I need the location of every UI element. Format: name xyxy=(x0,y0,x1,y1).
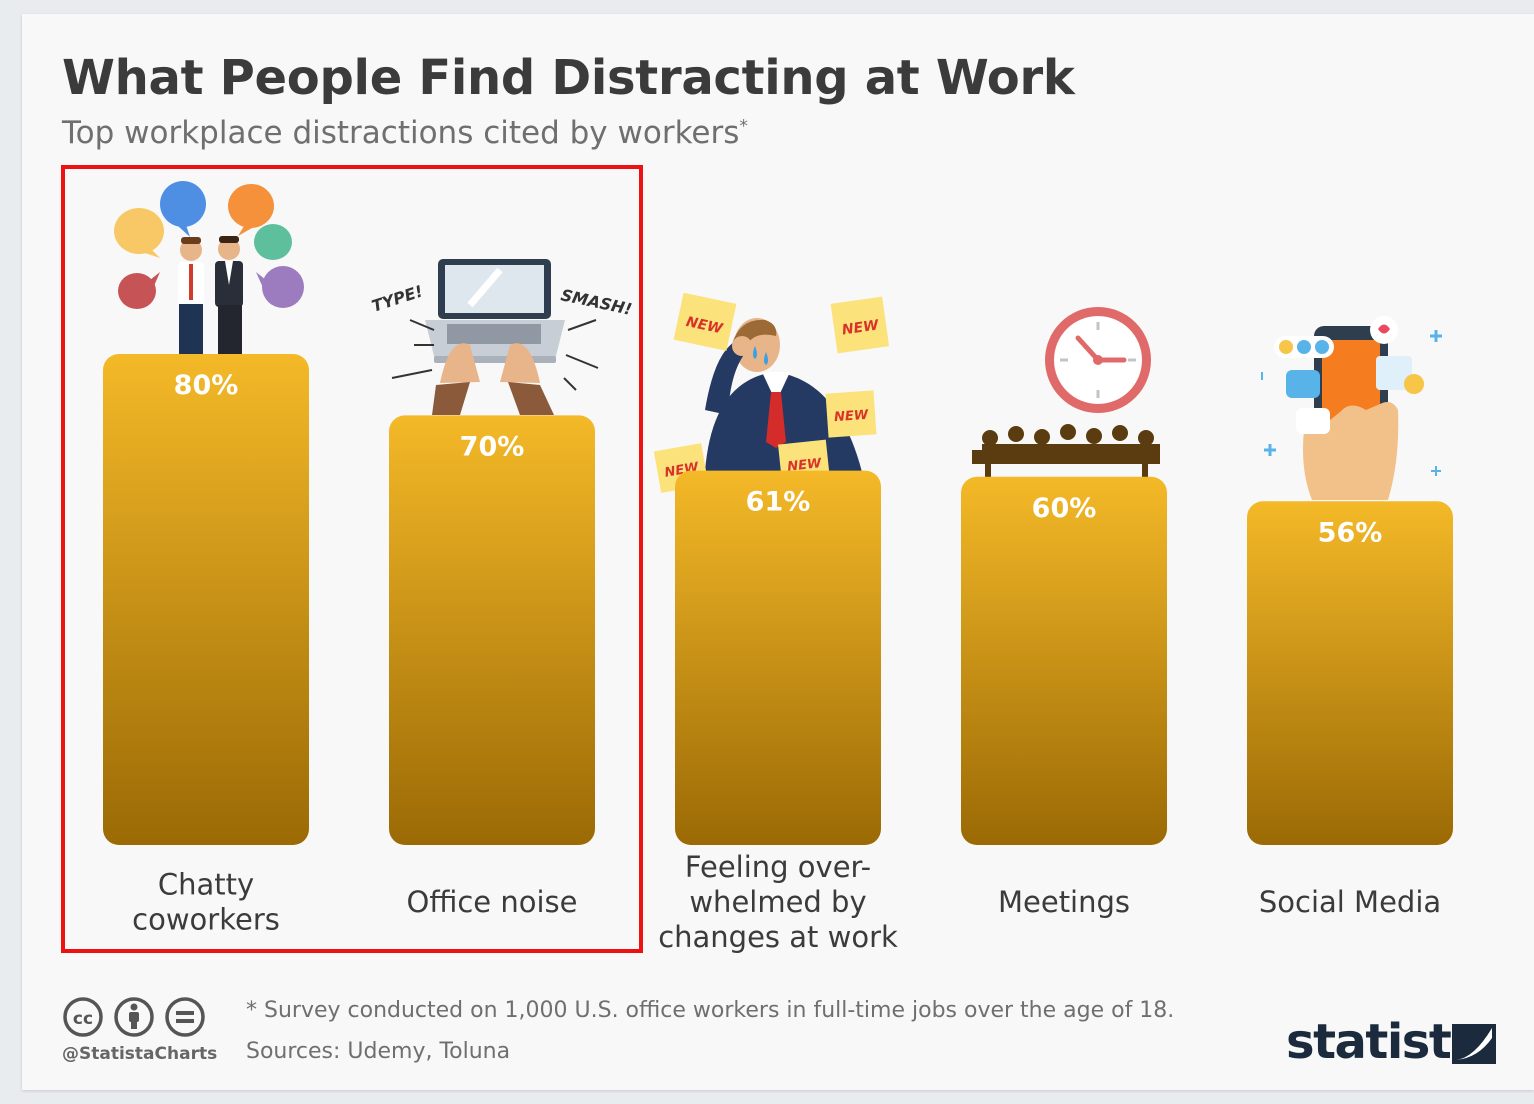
category-label: Office noise xyxy=(407,885,578,919)
subtitle-asterisk: * xyxy=(739,116,748,137)
sticky-note-text: NEW xyxy=(834,408,870,425)
highlight-box xyxy=(61,165,643,953)
category-label: Feeling over-whelmed by changes at work xyxy=(658,850,898,954)
survey-footnote: * Survey conducted on 1,000 U.S. office … xyxy=(246,998,1175,1023)
attribution-icon xyxy=(114,997,154,1037)
stressed-worker-icon: NEW NEW NEW NEW NEW xyxy=(653,292,890,493)
smartphone-icon xyxy=(1261,316,1442,500)
bar-5 xyxy=(1247,501,1453,845)
value-label: 61% xyxy=(746,487,811,518)
bar-1 xyxy=(103,354,309,845)
chart-subtitle: Top workplace distractions cited by work… xyxy=(62,115,748,151)
sources-text: Sources: Udemy, Toluna xyxy=(246,1039,511,1064)
value-label: 80% xyxy=(174,370,239,401)
value-label: 60% xyxy=(1032,493,1097,524)
chart-title: What People Find Distracting at Work xyxy=(62,50,1075,106)
sticky-note: NEW xyxy=(673,292,737,351)
value-label: 70% xyxy=(460,431,525,462)
sticky-note: NEW xyxy=(825,390,877,438)
statista-logo-text: statista xyxy=(1286,1014,1483,1070)
creative-commons-icons: cc xyxy=(63,997,205,1037)
bar-series xyxy=(103,354,1453,845)
category-label: Social Media xyxy=(1259,885,1441,919)
people-chatting-icon xyxy=(114,181,304,354)
sticky-note: NEW xyxy=(830,296,890,354)
statista-handle: @StatistaCharts xyxy=(62,1044,218,1064)
bar-3 xyxy=(675,470,881,845)
cc-icon: cc xyxy=(63,997,103,1037)
sticky-note-text: NEW xyxy=(841,317,880,338)
sticky-note-text: NEW xyxy=(685,314,725,337)
bar-4 xyxy=(961,476,1167,845)
subtitle-text: Top workplace distractions cited by work… xyxy=(62,115,740,151)
bar-2 xyxy=(389,415,595,845)
no-derivatives-icon xyxy=(165,997,205,1037)
value-labels: 80% 70% 61% 60% 56% xyxy=(174,370,1383,548)
category-labels: Chatty coworkers Office noise Feeling over-… xyxy=(132,850,1441,954)
statista-logo-icon xyxy=(1452,1024,1496,1064)
category-label: Chatty coworkers xyxy=(132,868,280,937)
sticky-note-text: NEW xyxy=(787,456,823,475)
clock-meeting-icon xyxy=(972,307,1160,482)
value-label: 56% xyxy=(1318,517,1383,548)
category-label: Meetings xyxy=(998,885,1130,919)
svg-text:cc: cc xyxy=(73,1009,93,1029)
